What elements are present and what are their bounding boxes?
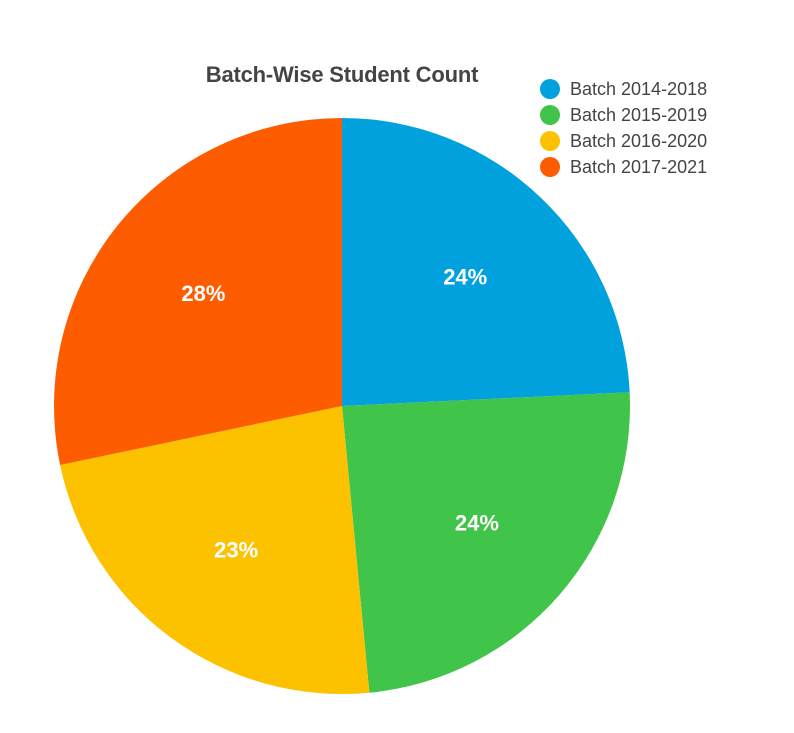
pie-slice-batch-2015-2019[interactable] [342, 392, 630, 693]
slice-percent-label: 28% [181, 281, 225, 306]
pie-slice-batch-2014-2018[interactable] [342, 118, 630, 406]
legend-item-batch-2014-2018[interactable]: Batch 2014-2018 [540, 76, 707, 102]
legend-swatch-icon [540, 105, 560, 125]
slice-percent-label: 23% [214, 537, 258, 562]
legend-item-batch-2015-2019[interactable]: Batch 2015-2019 [540, 102, 707, 128]
legend: Batch 2014-2018 Batch 2015-2019 Batch 20… [540, 76, 707, 180]
legend-swatch-icon [540, 157, 560, 177]
chart-title: Batch-Wise Student Count [205, 62, 479, 87]
legend-swatch-icon [540, 79, 560, 99]
pie-slice-batch-2017-2021[interactable] [54, 118, 343, 465]
legend-label: Batch 2015-2019 [570, 104, 708, 125]
legend-label: Batch 2017-2021 [570, 156, 708, 177]
legend-item-batch-2017-2021[interactable]: Batch 2017-2021 [540, 154, 707, 180]
legend-item-batch-2016-2020[interactable]: Batch 2016-2020 [540, 128, 707, 154]
slice-percent-label: 24% [455, 510, 499, 535]
legend-label: Batch 2014-2018 [570, 78, 708, 99]
pie-slice-batch-2016-2020[interactable] [60, 406, 370, 694]
legend-label: Batch 2016-2020 [570, 130, 708, 151]
legend-swatch-icon [540, 131, 560, 151]
slice-percent-label: 24% [443, 264, 487, 289]
